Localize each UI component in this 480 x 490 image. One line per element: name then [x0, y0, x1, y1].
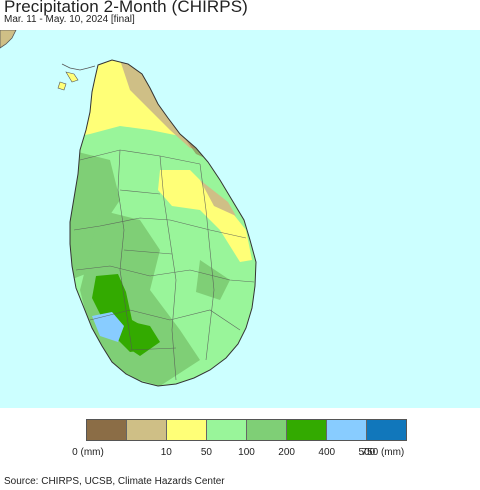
legend-tick-label: 10: [160, 447, 172, 458]
map-title: Precipitation 2-Month (CHIRPS): [4, 0, 248, 16]
island-outline: [69, 59, 257, 387]
legend-swatch: [167, 420, 207, 440]
legend-swatch: [327, 420, 367, 440]
legend-swatch: [287, 420, 327, 440]
legend-tick-label: 500: [358, 447, 376, 458]
island-rainfall-zones: [70, 60, 256, 386]
legend-swatch: [207, 420, 247, 440]
legend-swatch: [367, 420, 406, 440]
legend-tick-label: 50: [200, 447, 212, 458]
precipitation-legend-bar: [86, 419, 407, 441]
date-range-subtitle: Mar. 11 - May. 10, 2024 [final]: [4, 14, 135, 25]
legend-swatch: [127, 420, 167, 440]
legend-swatch: [247, 420, 287, 440]
map-svg: [0, 30, 257, 387]
precipitation-map: [0, 30, 480, 408]
legend-tick-label: 400: [318, 447, 336, 458]
adams-bridge-shape: [61, 63, 96, 71]
legend-tick-label: 750 (mm): [361, 447, 405, 458]
data-source-credit: Source: CHIRPS, UCSB, Climate Hazards Ce…: [4, 476, 225, 487]
legend-tick-label: 200: [278, 447, 295, 458]
jaffna-islands-shape: [57, 71, 79, 91]
mainland-fragment-shape: [0, 30, 17, 49]
legend-swatch: [87, 420, 127, 440]
legend-tick-label: 0 (mm): [72, 447, 104, 458]
legend-tick-label: 100: [238, 447, 255, 458]
